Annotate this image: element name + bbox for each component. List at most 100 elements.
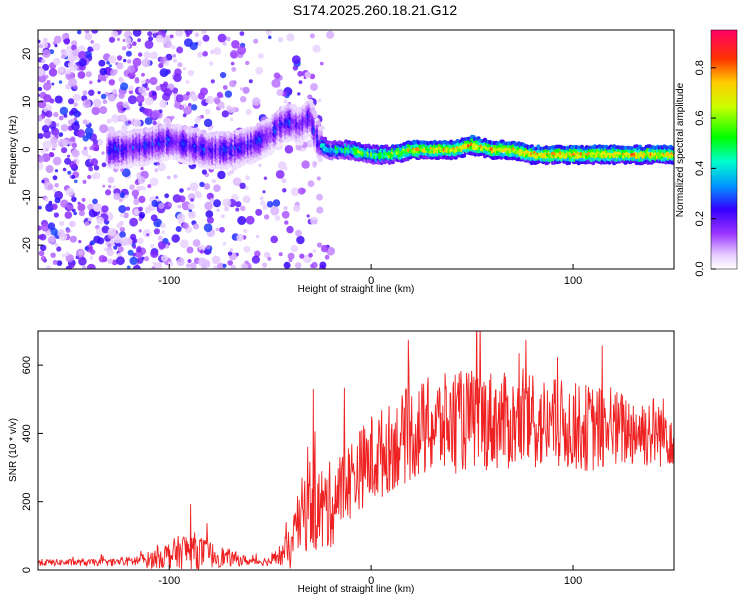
- spectrogram-cell: [151, 266, 156, 269]
- spectrogram-cell: [68, 77, 78, 87]
- spectrogram-cell: [192, 239, 201, 247]
- colorbar-tick-label: 0.4: [694, 161, 706, 176]
- spectrogram-cell: [245, 215, 255, 225]
- spectrogram-cell: [64, 211, 73, 219]
- spectrogram-cell: [143, 256, 150, 262]
- spectrogram-cell: [52, 259, 58, 265]
- spectrogram-cell: [43, 130, 52, 139]
- spectrogram-cell: [67, 154, 71, 158]
- spectrogram-cell: [49, 136, 58, 145]
- spectrogram-cell: [220, 214, 225, 219]
- spectrogram-cell: [133, 61, 138, 65]
- spectrogram-cell: [290, 187, 300, 196]
- spectrogram-cell: [43, 82, 52, 91]
- spectrogram-cell: [197, 257, 207, 267]
- spectrogram-cell: [67, 204, 74, 211]
- snr-ytick-label: 200: [21, 493, 33, 511]
- spectrogram-cell: [99, 67, 108, 76]
- spectrogram-cell: [121, 124, 128, 132]
- spectrogram-cell: [209, 198, 215, 203]
- spectrogram-cell: [106, 118, 112, 124]
- spectrogram-cell: [222, 263, 227, 268]
- spectrogram-cell: [206, 245, 211, 250]
- spectrogram-cell: [132, 41, 137, 46]
- spectrogram-cell: [173, 58, 178, 63]
- spectrogram-cell: [119, 231, 126, 238]
- spectrogram-cell: [282, 188, 287, 193]
- spectrogram-cell: [151, 199, 159, 208]
- spectrogram-cell: [312, 249, 317, 253]
- spectrogram-cell: [149, 177, 159, 187]
- spectrogram-cell: [82, 179, 87, 184]
- spectrogram-cell: [149, 77, 158, 85]
- spectrogram-cell: [77, 30, 82, 35]
- spectrogram-cell: [136, 185, 142, 192]
- spectrogram-cell: [119, 226, 126, 233]
- spectrogram-cell: [148, 36, 154, 42]
- spectrogram-cell: [119, 212, 125, 218]
- spectrogram-cell: [40, 244, 47, 251]
- spectrogram-cell: [71, 174, 76, 180]
- spectrogram-cell: [184, 38, 193, 47]
- spectrogram-cell: [42, 63, 50, 71]
- spectrogram-cell: [179, 239, 189, 249]
- spectrogram-cell: [284, 220, 289, 225]
- spectrogram-cell: [41, 179, 45, 184]
- spectrogram-cell: [44, 74, 49, 79]
- spectrogram-cell: [47, 222, 56, 230]
- spectrogram-cell: [317, 98, 322, 103]
- spectrogram-cell: [319, 261, 327, 269]
- spectrogram-cell: [42, 49, 51, 58]
- spectrogram-cell: [40, 58, 46, 64]
- spectrogram-cell: [69, 235, 77, 243]
- spectrogram-cell: [66, 69, 72, 75]
- spectrogram-cell: [38, 93, 41, 97]
- spectrogram-cell: [84, 246, 89, 251]
- spectrogram-cell: [86, 263, 96, 269]
- spectrogram-cell: [129, 256, 138, 265]
- spectrogram-cell: [38, 67, 45, 77]
- spectrogram-cell: [188, 69, 195, 77]
- spectrogram-cell: [118, 205, 127, 214]
- spectrogram-cell: [215, 227, 219, 232]
- spectrogram-cell: [137, 257, 144, 264]
- spectrogram-cell: [188, 103, 192, 107]
- spectrogram-cell: [102, 99, 108, 105]
- spectrogram-cell: [144, 210, 149, 214]
- colorbar-tick-label: 0.0: [694, 261, 706, 276]
- spectrogram-cell: [113, 192, 121, 200]
- spectrogram-cell: [230, 61, 235, 66]
- spectrogram-cell: [178, 104, 185, 111]
- spectrogram-cell: [52, 156, 62, 166]
- spectrogram-cell: [107, 227, 117, 237]
- spectrogram-cell: [147, 184, 152, 189]
- spectrogram-cell: [144, 117, 153, 125]
- spectrogram-cell: [60, 199, 69, 208]
- spectrogram-cell: [227, 260, 233, 266]
- spectrogram-cell: [100, 93, 107, 100]
- spectrogram-cell: [242, 228, 248, 234]
- spectrogram-cell: [137, 176, 146, 185]
- spectrogram-cell: [107, 176, 115, 184]
- spectrogram-cell: [301, 160, 310, 169]
- spectrogram-cell: [272, 199, 281, 207]
- spectrogram-cell: [65, 187, 75, 197]
- spectrogram-cell: [126, 44, 131, 48]
- spectrogram-cell: [264, 251, 271, 259]
- spectrogram-ridge-cell: [317, 125, 323, 131]
- spectrogram-cell: [116, 101, 125, 110]
- spectrogram-cell: [73, 117, 78, 121]
- spectrogram-cell: [52, 142, 57, 148]
- spectrogram-cell: [194, 32, 200, 37]
- spectrogram-cell: [204, 201, 213, 211]
- spectrogram-cell: [170, 115, 175, 120]
- spectrogram-cell: [173, 73, 182, 83]
- snr-xtick-label: -100: [158, 575, 180, 587]
- spectrogram-cell: [48, 68, 58, 77]
- spectrogram-cell: [213, 184, 221, 192]
- spectrogram-cell: [96, 216, 105, 225]
- spectrogram-cell: [168, 202, 173, 207]
- spectrogram-cell: [84, 33, 93, 41]
- spectrogram-cell: [157, 162, 160, 166]
- spectrogram-cell: [275, 170, 285, 179]
